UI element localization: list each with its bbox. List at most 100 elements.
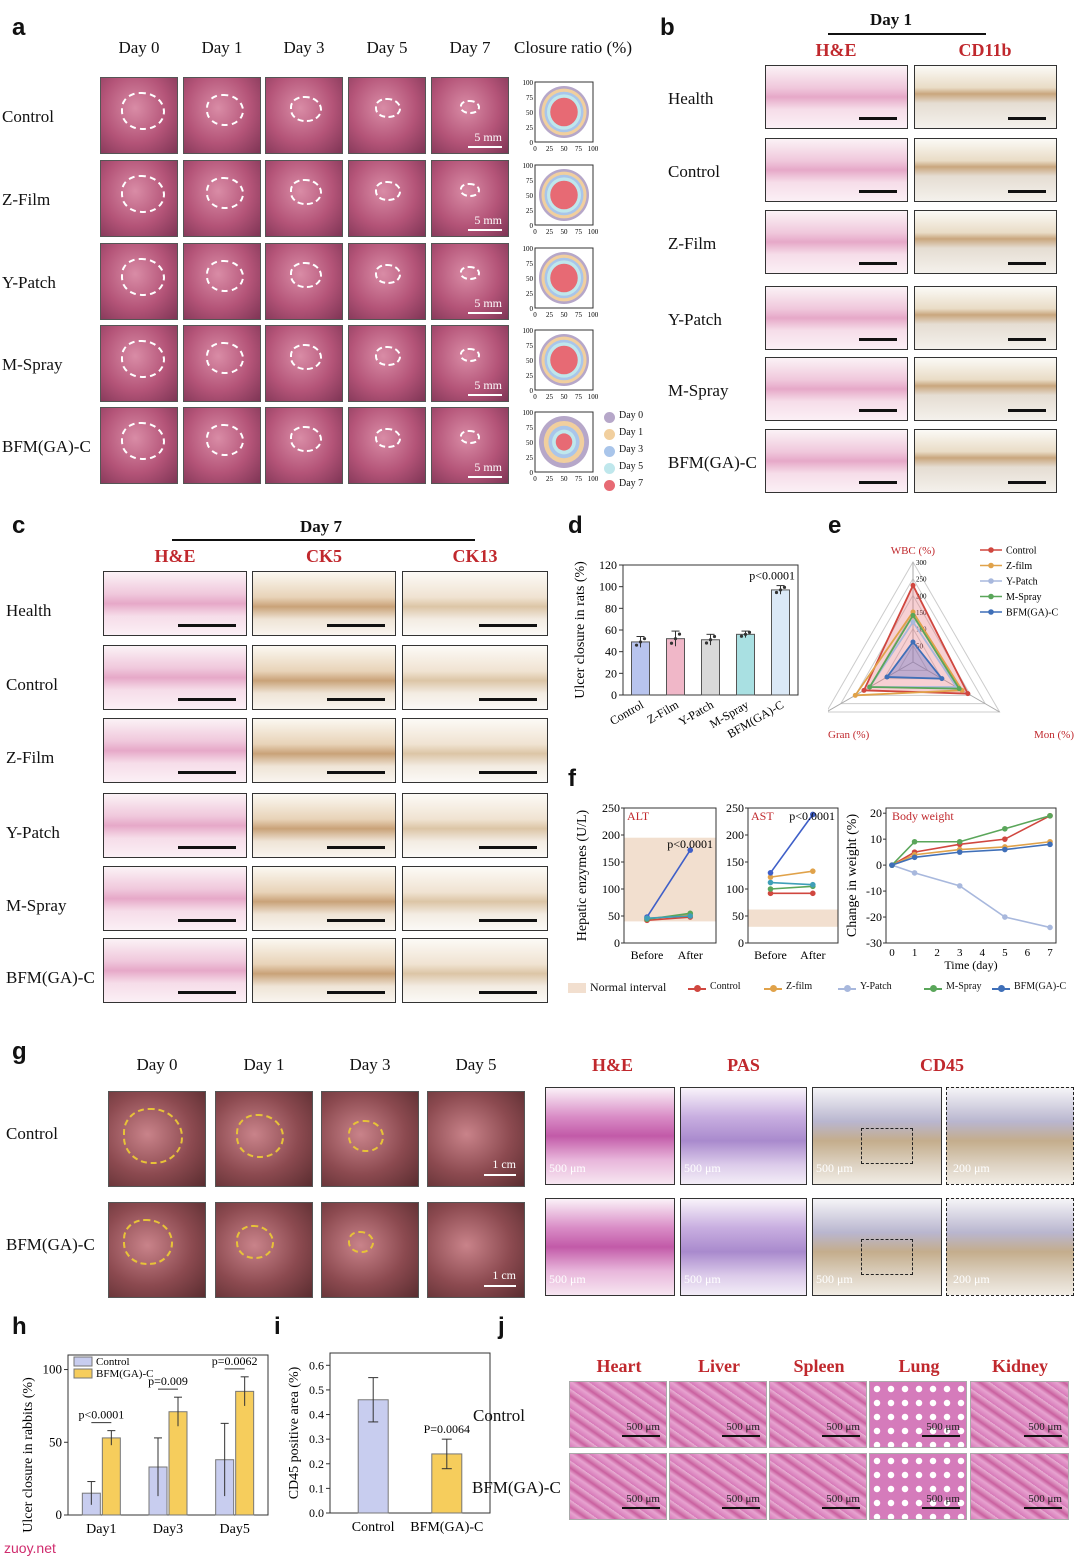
legend-swatch bbox=[73, 1368, 93, 1379]
histology-cd11b bbox=[914, 65, 1057, 129]
panel-i-label: i bbox=[274, 1313, 281, 1340]
histology-he bbox=[103, 645, 247, 710]
data-point bbox=[634, 643, 639, 647]
lesion-outline bbox=[236, 1114, 284, 1158]
rat-mouth-photo bbox=[348, 407, 426, 484]
lesion-outline bbox=[375, 98, 401, 118]
ytick-label: 0 bbox=[611, 688, 617, 702]
data-point bbox=[810, 890, 816, 897]
xtick-label: Z-Film bbox=[645, 697, 682, 726]
panel-f-ast-chart: 0 50 100 150 200 250 Before After AST p<0.0001 bbox=[726, 801, 839, 962]
scale-bar bbox=[484, 1285, 516, 1287]
rat-mouth-photo bbox=[265, 77, 343, 154]
ratio-ytick: 100 bbox=[523, 79, 534, 87]
data-point bbox=[810, 868, 816, 874]
scale-bar bbox=[178, 919, 236, 922]
panel-b-row-2: Z-Film bbox=[668, 234, 717, 253]
lesion-outline bbox=[348, 1120, 384, 1152]
lesion-outline bbox=[290, 96, 322, 122]
ytick-label: 0 bbox=[56, 1507, 63, 1522]
panel-g-label: g bbox=[12, 1038, 27, 1065]
panel-g-day-2: Day 3 bbox=[349, 1055, 391, 1074]
panel-g-stain-1: PAS bbox=[727, 1055, 760, 1075]
histology-cd11b bbox=[914, 138, 1057, 202]
panel-g-row-0: Control bbox=[6, 1124, 58, 1143]
ytick-label: 0.4 bbox=[309, 1408, 324, 1422]
xtick-label: 5 bbox=[1002, 947, 1008, 959]
rat-mouth-photo bbox=[183, 160, 261, 237]
radar-tick: 300 bbox=[916, 559, 927, 567]
rat-mouth-photo bbox=[348, 160, 426, 237]
legend-label-f-2: Y-Patch bbox=[860, 981, 892, 992]
ytick-label: 20 bbox=[605, 666, 617, 680]
xtick-label: 7 bbox=[1047, 947, 1053, 959]
legend-label-e: M-Spray bbox=[1006, 592, 1042, 603]
scale-label: 1 cm bbox=[492, 1268, 516, 1282]
scale-bar bbox=[178, 698, 236, 701]
histology-cd45: 500 μm bbox=[812, 1198, 942, 1296]
legend-label-a-0: Day 0 bbox=[619, 410, 644, 421]
scale-label: 500 μm bbox=[826, 1493, 860, 1505]
histology-he bbox=[765, 138, 908, 202]
rat-mouth-photo bbox=[100, 160, 178, 237]
panel-g-row-1: BFM(GA)-C bbox=[6, 1235, 95, 1254]
y-axis-label: Change in weight (%) bbox=[845, 814, 860, 938]
legend-marker bbox=[844, 985, 851, 992]
panel-b-row-4: M-Spray bbox=[668, 381, 729, 400]
scale-bar bbox=[327, 771, 385, 774]
ytick-label: 0 bbox=[614, 936, 620, 950]
organ-histology-heart: 500 μm bbox=[569, 1381, 667, 1448]
panel-d-label: d bbox=[568, 512, 583, 539]
data-point bbox=[712, 634, 717, 639]
data-point bbox=[669, 641, 674, 645]
ratio-xtick: 0 bbox=[533, 145, 537, 153]
scale-bar bbox=[178, 846, 236, 849]
scale-bar bbox=[479, 991, 537, 994]
scale-label: 5 mm bbox=[474, 213, 502, 227]
stain-ck13-c: CK13 bbox=[452, 546, 498, 566]
legend-label-a-4: Day 7 bbox=[619, 478, 644, 489]
closure-area-4 bbox=[550, 180, 578, 210]
bar bbox=[631, 641, 650, 696]
legend-dot bbox=[604, 463, 615, 474]
scale-bar bbox=[479, 846, 537, 849]
ratio-xtick: 50 bbox=[561, 228, 569, 236]
ytick-label: 250 bbox=[602, 801, 620, 815]
closure-area-4 bbox=[555, 433, 573, 451]
closure-ratio-chart: 100 75 50 25 00 25 50 75 100 bbox=[523, 409, 599, 483]
ratio-xtick: 100 bbox=[588, 228, 599, 236]
rabbit-mouth-photo bbox=[215, 1202, 313, 1298]
ratio-xtick: 75 bbox=[575, 228, 583, 236]
rat-mouth-photo: 5 mm bbox=[431, 160, 509, 237]
lesion-outline bbox=[375, 264, 401, 284]
scale-label: 500 μm bbox=[816, 1161, 853, 1175]
histology-pas: 500 μm bbox=[680, 1198, 807, 1296]
radar-grid bbox=[839, 577, 987, 705]
radar-tick: 250 bbox=[916, 576, 927, 584]
scale-bar bbox=[468, 476, 502, 478]
radar-point bbox=[861, 687, 867, 693]
scale-bar bbox=[859, 117, 897, 120]
ratio-ytick: 75 bbox=[526, 94, 534, 102]
scale-label: 500 μm bbox=[626, 1421, 660, 1433]
data-point bbox=[956, 838, 963, 845]
p-value: p<0.0001 bbox=[749, 569, 795, 583]
bar bbox=[771, 589, 790, 696]
bar-BFM(GA)-C bbox=[101, 1437, 121, 1516]
histology-cd11b bbox=[914, 357, 1057, 421]
chart-title: ALT bbox=[627, 809, 650, 823]
data-point bbox=[956, 883, 963, 889]
series-line-Y-Patch bbox=[769, 814, 814, 874]
lesion-outline bbox=[206, 177, 244, 209]
data-point bbox=[1002, 825, 1008, 832]
scale-label: 500 μm bbox=[926, 1421, 960, 1433]
xtick-label: 1 bbox=[912, 947, 918, 959]
ratio-xtick: 75 bbox=[575, 145, 583, 153]
scale-bar bbox=[479, 771, 537, 774]
radar-grid bbox=[828, 560, 1001, 713]
data-point bbox=[911, 854, 918, 861]
normal-interval-swatch bbox=[568, 983, 586, 993]
rat-mouth-photo bbox=[100, 325, 178, 402]
rat-mouth-photo bbox=[348, 243, 426, 320]
organ-histology-lung: 500 μm bbox=[869, 1381, 967, 1448]
